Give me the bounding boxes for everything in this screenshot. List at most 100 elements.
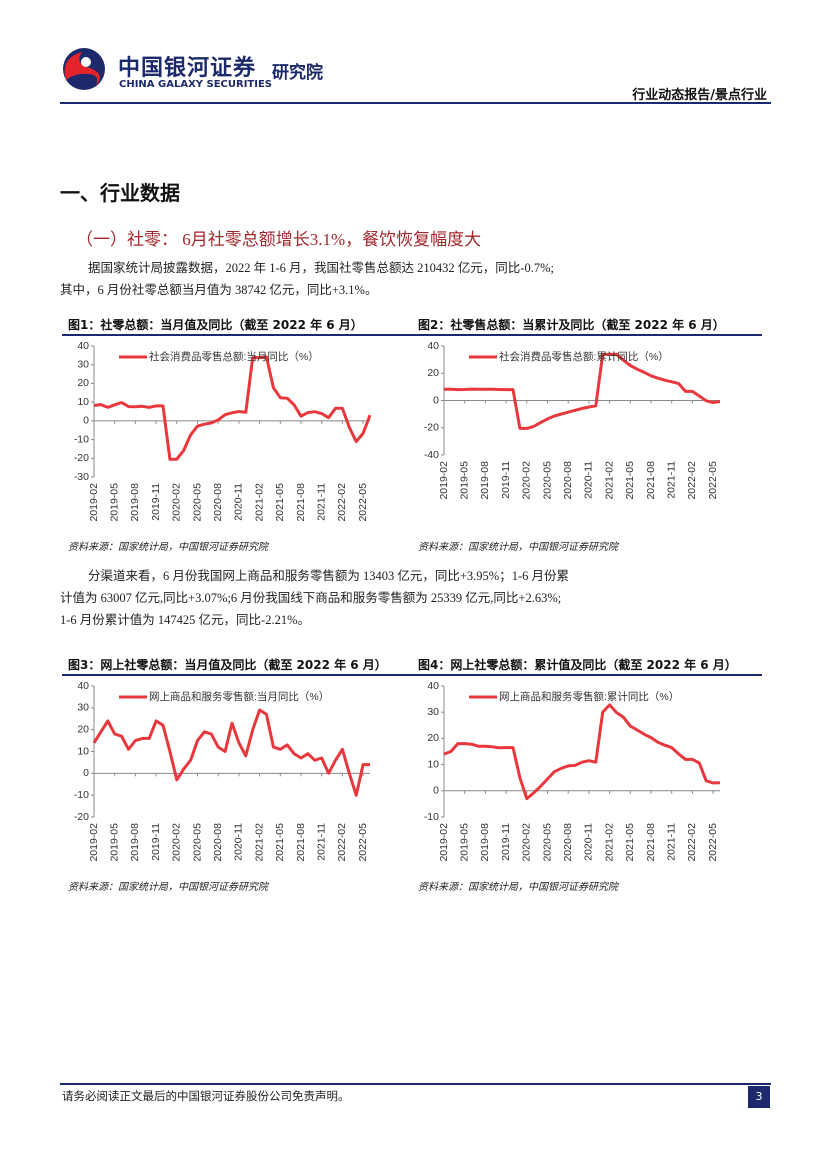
y-tick-label: -30 [74,471,89,483]
chart: -20 -10 0 10 20 30 40 2019-02 2019-05 2019-08 2019… [74,680,370,862]
y-tick-label: 0 [83,415,89,427]
y-tick-label: 30 [77,358,89,370]
x-tick-label: 2019-02 [88,823,100,862]
y-tick-label: -10 [424,811,439,823]
chart: -10 0 10 20 30 40 2019-02 2019-05 2019-08 2019-11… [424,680,721,862]
y-tick-label: 40 [77,680,89,692]
x-tick-label: 2019-11 [500,823,512,861]
y-tick-label: -20 [74,452,89,464]
x-tick-label: 2022-05 [707,823,719,862]
y-tick-label: 40 [427,680,439,692]
x-tick-label: 2021-08 [645,461,657,500]
x-tick-label: 2019-02 [88,483,100,522]
x-tick-label: 2021-05 [274,823,286,862]
y-tick-label: -40 [424,449,439,461]
y-tick-label: 40 [77,340,89,352]
x-tick-label: 2020-02 [171,483,183,522]
x-tick-label: 2021-05 [624,461,636,500]
x-tick-label: 2022-05 [357,823,369,862]
series-line [93,355,372,461]
x-tick-label: 2020-05 [541,461,553,500]
series-line [92,708,370,797]
y-tick-label: 10 [77,745,89,757]
y-tick-label: 10 [77,396,89,408]
disclaimer: 请务必阅读正文最后的中国银河证券股份公司免责声明。 [62,1091,350,1103]
series-line [443,352,721,430]
figure-rule [62,674,412,676]
footer-rule [60,1083,771,1085]
y-tick-label: -20 [74,811,89,823]
paragraph-line: 1-6 月份累计值为 147425 亿元，同比-2.21%。 [60,613,310,627]
x-tick-label: 2020-11 [233,823,245,861]
x-tick-label: 2020-05 [541,823,553,862]
x-tick-label: 2019-11 [150,823,162,861]
x-tick-label: 2020-11 [583,461,595,499]
x-tick-label: 2019-05 [458,823,470,862]
y-tick-label: 0 [83,767,89,779]
page-number: 3 [748,1086,770,1108]
figure-title: 图3：网上社零总额：当月值及同比（截至 2022 年 6 月） [68,658,387,672]
x-tick-label: 2022-02 [336,483,348,522]
x-tick-label: 2020-05 [191,483,203,522]
x-tick-label: 2021-05 [274,483,286,522]
y-tick-label: 30 [427,706,439,718]
x-tick-label: 2022-05 [707,461,719,500]
brand-english: CHINA GALAXY SECURITIES [119,79,272,90]
figure-title: 图2：社零售总额：当累计及同比（截至 2022 年 6 月） [418,318,725,332]
section-title: 一、行业数据 [60,181,180,205]
figure-rule [62,334,412,336]
y-tick-label: 0 [433,394,439,406]
chart: -40 -20 0 20 40 2019-02 2019-05 2019-08 2019-11 2… [424,340,721,500]
x-tick-label: 2022-05 [357,483,369,522]
x-tick-label: 2021-02 [603,823,615,862]
x-tick-label: 2021-11 [315,823,327,861]
paragraph-line: 计值为 63007 亿元,同比+3.07%;6 月份我国线下商品和服务零售额为 … [60,591,562,605]
legend-label: 社会消费品零售总额:当月同比（%） [149,350,319,363]
x-tick-label: 2020-02 [521,823,533,862]
paragraph-line: 分渠道来看，6 月份我国网上商品和服务零售额为 13403 亿元，同比+3.95… [88,569,570,583]
figure-source: 资料来源：国家统计局，中国银河证券研究院 [68,542,268,553]
paragraph-line: 据国家统计局披露数据，2022 年 1-6 月，我国社零售总额达 210432 … [88,261,554,275]
x-tick-label: 2020-08 [212,823,224,862]
x-tick-label: 2019-05 [458,461,470,500]
x-tick-label: 2021-11 [665,823,677,861]
legend-label: 网上商品和服务零售额:累计同比（%） [499,690,679,703]
x-tick-label: 2019-02 [438,823,450,862]
x-tick-label: 2021-05 [624,823,636,862]
y-tick-label: -10 [74,433,89,445]
y-tick-label: 20 [77,377,89,389]
x-tick-label: 2019-05 [108,483,120,522]
y-tick-label: 40 [427,340,439,352]
x-tick-label: 2020-08 [562,823,574,862]
figure-source: 资料来源：国家统计局，中国银河证券研究院 [418,882,618,893]
x-tick-label: 2020-05 [191,823,203,862]
x-tick-label: 2021-02 [253,823,265,862]
brand-name: 中国银河证券 [118,56,257,81]
x-tick-label: 2019-05 [108,823,120,862]
y-tick-label: 20 [427,367,439,379]
x-tick-label: 2020-08 [562,461,574,500]
figure-title: 图4：网上社零总额：累计值及同比（截至 2022 年 6 月） [418,658,737,672]
x-tick-label: 2021-08 [295,823,307,862]
x-tick-label: 2021-11 [315,483,327,521]
x-tick-label: 2019-11 [150,483,162,521]
x-tick-label: 2022-02 [336,823,348,862]
x-tick-label: 2020-11 [233,483,245,521]
chart: -30 -20 -10 0 10 20 30 40 2019-02 2019-05 2019-08 2… [74,340,372,522]
x-tick-label: 2021-08 [295,483,307,522]
x-tick-label: 2022-02 [686,461,698,500]
y-tick-label: -20 [424,422,439,434]
legend-label: 社会消费品零售总额:累计同比（%） [499,350,669,363]
x-tick-label: 2020-02 [521,461,533,500]
institute: 研究院 [272,63,323,83]
figure-title: 图1：社零总额：当月值及同比（截至 2022 年 6 月） [68,318,363,332]
subsection-title: （一）社零： 6月社零总额增长3.1%，餐饮恢复幅度大 [76,230,482,249]
header-rule [60,102,771,104]
x-tick-label: 2019-08 [129,823,141,862]
y-tick-label: 20 [77,723,89,735]
x-tick-label: 2021-02 [253,483,265,522]
legend-label: 网上商品和服务零售额:当月同比（%） [149,690,329,703]
y-tick-label: 0 [433,785,439,797]
figure-rule [412,674,762,676]
logo [63,48,105,90]
